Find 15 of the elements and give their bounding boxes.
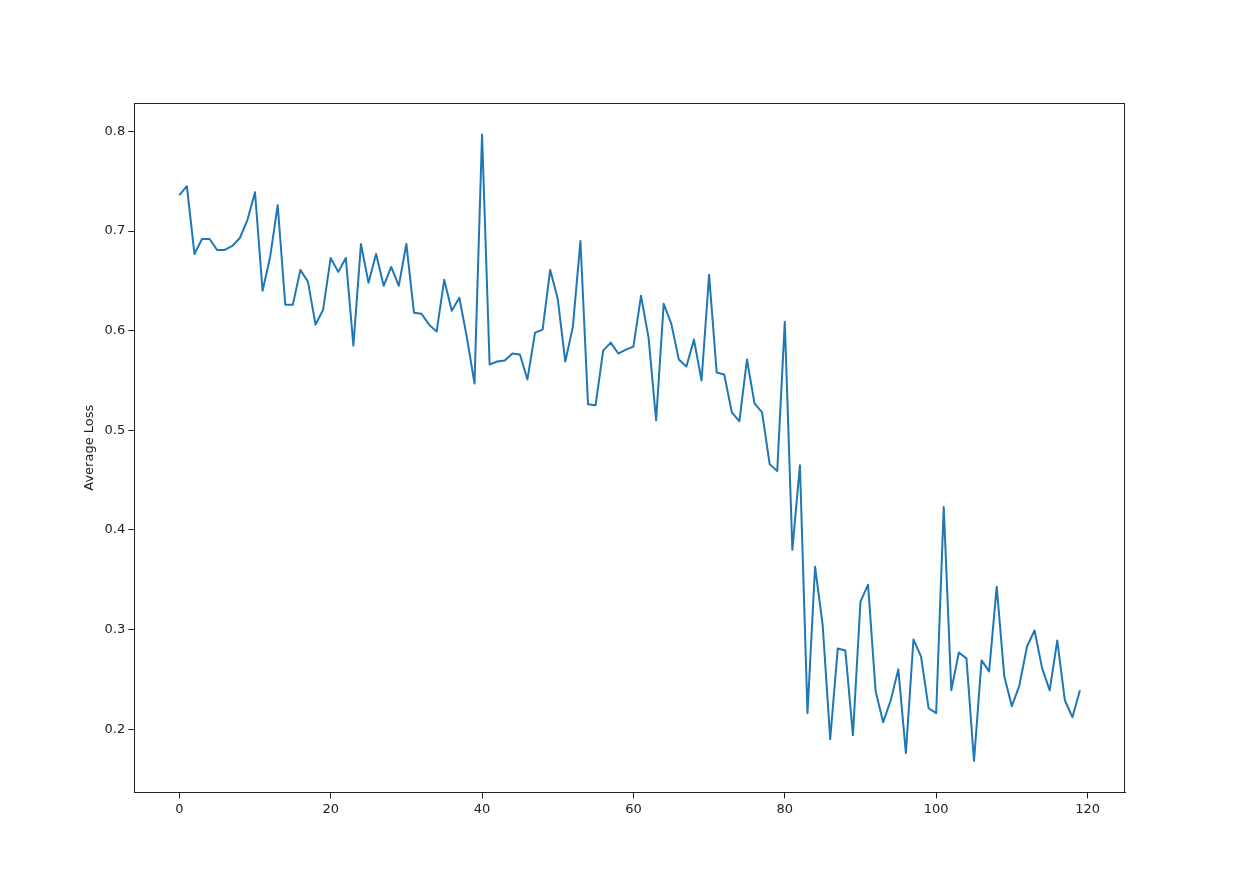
x-tick-label: 80 bbox=[776, 800, 794, 816]
x-tick-label: 100 bbox=[923, 800, 949, 816]
x-tick-label: 0 bbox=[175, 800, 184, 816]
y-tick-label: 0.8 bbox=[104, 122, 126, 138]
y-tick-label: 0.6 bbox=[104, 322, 126, 338]
y-tick-label: 0.5 bbox=[104, 421, 126, 437]
x-tick-label: 20 bbox=[322, 800, 339, 816]
x-tick-label: 60 bbox=[625, 800, 642, 816]
y-tick-label: 0.3 bbox=[104, 620, 126, 636]
y-axis-title: Average Loss bbox=[81, 404, 97, 491]
y-tick-label: 0.7 bbox=[104, 222, 126, 238]
x-tick-label: 40 bbox=[473, 800, 491, 816]
y-tick-label: 0.2 bbox=[104, 720, 126, 736]
x-tick-label: 120 bbox=[1075, 800, 1100, 816]
y-tick-label: 0.4 bbox=[104, 521, 126, 537]
